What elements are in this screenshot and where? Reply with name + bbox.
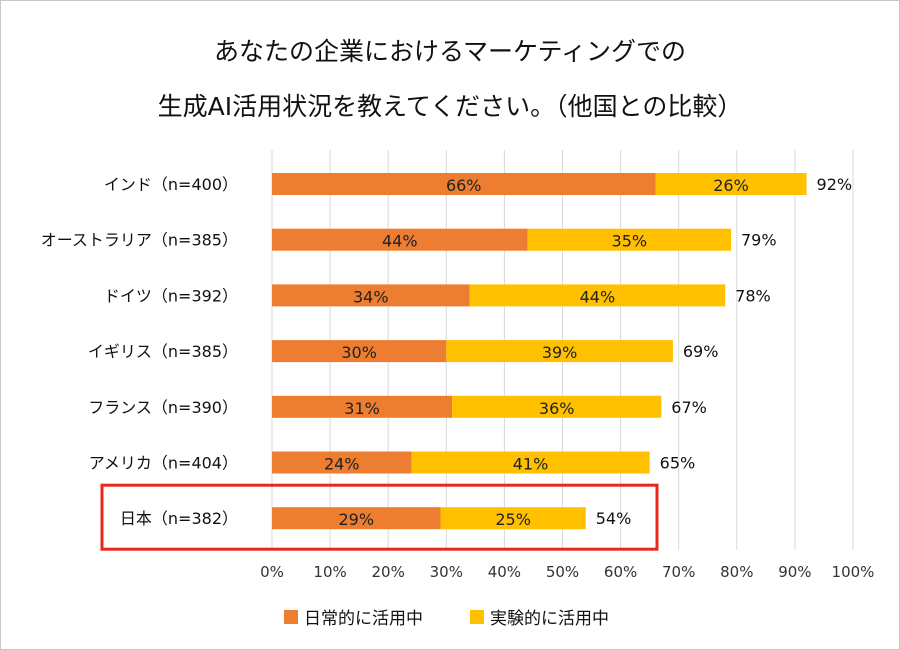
category-label: アメリカ（n=404） xyxy=(89,454,238,473)
total-label: 79% xyxy=(741,231,777,250)
data-label: 26% xyxy=(713,176,749,195)
chart-title-line-1: あなたの企業におけるマーケティングでの xyxy=(213,37,686,66)
data-label: 24% xyxy=(324,455,360,474)
data-label: 25% xyxy=(495,510,531,529)
bar-daily xyxy=(272,451,412,474)
data-label: 35% xyxy=(612,232,648,251)
bar-experimental xyxy=(469,284,726,307)
total-label: 67% xyxy=(671,398,707,417)
bar-experimental xyxy=(655,173,807,195)
total-label: 54% xyxy=(596,509,632,528)
x-tick-label: 50% xyxy=(546,563,579,581)
bar-daily xyxy=(272,284,470,307)
data-label: 29% xyxy=(338,510,374,529)
bar-daily xyxy=(272,228,528,251)
x-tick-label: 10% xyxy=(313,563,346,581)
bar-experimental xyxy=(411,451,650,474)
bar-daily xyxy=(272,507,441,530)
x-tick-label: 70% xyxy=(662,563,695,581)
chart-title-line-2: 生成AI活用状況を教えてください。（他国との比較） xyxy=(157,92,743,121)
x-tick-label: 30% xyxy=(430,563,463,581)
data-label: 44% xyxy=(382,232,418,251)
x-tick-label: 60% xyxy=(604,563,637,581)
x-tick-label: 20% xyxy=(372,563,405,581)
data-label: 39% xyxy=(542,343,578,362)
category-label: ドイツ（n=392） xyxy=(104,286,238,305)
total-label: 65% xyxy=(660,454,696,473)
data-label: 36% xyxy=(539,399,575,418)
bar-experimental xyxy=(440,507,586,530)
data-label: 34% xyxy=(353,287,389,306)
legend-swatch-daily xyxy=(284,609,298,624)
total-label: 92% xyxy=(817,175,853,194)
data-label: 44% xyxy=(580,287,616,306)
data-label: 41% xyxy=(513,455,549,474)
data-label: 31% xyxy=(344,399,380,418)
x-tick-label: 80% xyxy=(720,563,753,581)
x-tick-label: 100% xyxy=(832,563,875,581)
category-label: 日本（n=382） xyxy=(120,509,238,528)
legend-item-experimental: 実験的に活用中 xyxy=(470,604,609,629)
x-tick-label: 0% xyxy=(260,563,284,581)
category-label: インド（n=400） xyxy=(104,175,238,194)
category-label: フランス（n=390） xyxy=(88,398,238,417)
legend-label-daily: 日常的に活用中 xyxy=(304,609,423,629)
total-label: 69% xyxy=(683,342,719,361)
category-label: イギリス（n=385） xyxy=(88,342,238,361)
bar-experimental xyxy=(527,228,731,251)
bar-daily xyxy=(272,173,656,195)
data-label: 30% xyxy=(341,343,377,362)
bar-daily xyxy=(272,340,447,363)
total-label: 78% xyxy=(735,286,771,305)
x-tick-label: 90% xyxy=(778,563,811,581)
legend-swatch-experimental xyxy=(470,609,484,624)
category-label: オーストラリア（n=385） xyxy=(41,231,238,250)
x-tick-label: 40% xyxy=(488,563,521,581)
bar-experimental xyxy=(452,395,662,418)
highlight-box xyxy=(100,483,659,551)
data-label: 66% xyxy=(446,176,482,195)
legend-label-experimental: 実験的に活用中 xyxy=(490,609,609,629)
bar-daily xyxy=(272,395,453,418)
legend-item-daily: 日常的に活用中 xyxy=(284,604,423,629)
bar-experimental xyxy=(446,340,673,363)
